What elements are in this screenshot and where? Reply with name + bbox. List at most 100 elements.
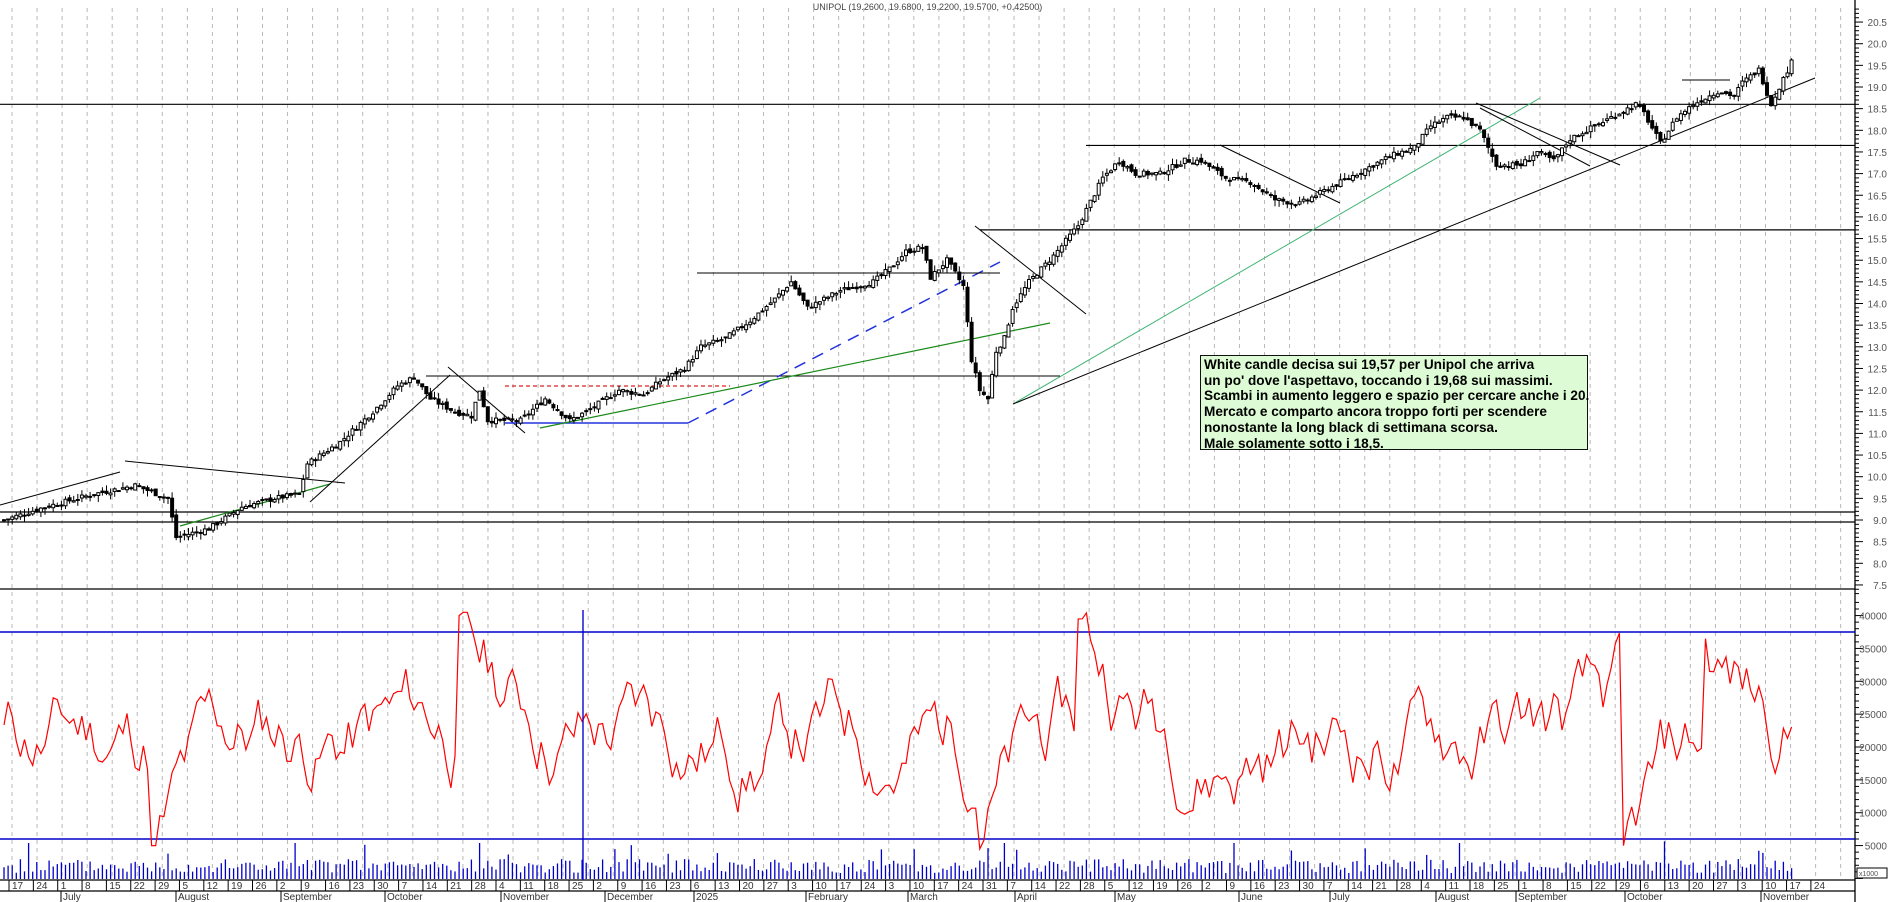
svg-text:8: 8 xyxy=(1546,881,1552,892)
annotation-line: nonostante la long black di settimana sc… xyxy=(1204,419,1498,435)
svg-text:July: July xyxy=(63,892,81,902)
svg-text:17: 17 xyxy=(1790,881,1802,892)
svg-text:8.0: 8.0 xyxy=(1873,559,1887,570)
svg-text:15: 15 xyxy=(1570,881,1582,892)
svg-text:24: 24 xyxy=(962,881,974,892)
svg-text:22: 22 xyxy=(134,881,146,892)
svg-text:2: 2 xyxy=(596,881,602,892)
svg-text:20000: 20000 xyxy=(1859,743,1887,754)
svg-text:21: 21 xyxy=(450,881,462,892)
svg-text:23: 23 xyxy=(669,881,681,892)
svg-text:October: October xyxy=(387,892,423,902)
svg-text:February: February xyxy=(808,892,848,902)
svg-text:18: 18 xyxy=(1473,881,1485,892)
svg-text:12: 12 xyxy=(207,881,219,892)
svg-text:10.0: 10.0 xyxy=(1868,473,1888,484)
svg-text:26: 26 xyxy=(256,881,268,892)
svg-text:19: 19 xyxy=(231,881,243,892)
svg-text:9: 9 xyxy=(621,881,627,892)
svg-text:14: 14 xyxy=(426,881,438,892)
annotation-line: un po' dove l'aspettavo, toccando i 19,6… xyxy=(1204,372,1553,388)
svg-text:16: 16 xyxy=(645,881,657,892)
svg-text:11: 11 xyxy=(523,881,534,892)
chart-title: UNIPOL (19.2600, 19.6800, 19.2200, 19.57… xyxy=(812,2,1043,12)
svg-text:20: 20 xyxy=(1692,881,1704,892)
svg-text:14: 14 xyxy=(1351,881,1363,892)
svg-text:6: 6 xyxy=(694,881,700,892)
annotation-box: White candle decisa sui 19,57 per Unipol… xyxy=(1200,355,1589,451)
svg-text:13: 13 xyxy=(718,881,730,892)
svg-text:20: 20 xyxy=(743,881,755,892)
svg-text:19: 19 xyxy=(1156,881,1168,892)
svg-text:7: 7 xyxy=(1327,881,1333,892)
svg-text:10: 10 xyxy=(1765,881,1777,892)
svg-text:12: 12 xyxy=(1132,881,1144,892)
svg-text:24: 24 xyxy=(864,881,876,892)
annotation-line: Male solamente sotto i 18,5. xyxy=(1204,435,1384,451)
svg-text:30000: 30000 xyxy=(1859,677,1887,688)
svg-text:35000: 35000 xyxy=(1859,644,1887,655)
svg-text:11: 11 xyxy=(1449,881,1460,892)
svg-text:29: 29 xyxy=(1619,881,1631,892)
svg-text:18.0: 18.0 xyxy=(1868,126,1888,137)
svg-text:24: 24 xyxy=(1814,881,1826,892)
svg-text:11.0: 11.0 xyxy=(1868,429,1887,440)
svg-text:25000: 25000 xyxy=(1859,710,1887,721)
svg-text:7: 7 xyxy=(402,881,408,892)
svg-text:9: 9 xyxy=(1230,881,1236,892)
svg-text:15.0: 15.0 xyxy=(1868,256,1888,267)
svg-text:3: 3 xyxy=(1741,881,1747,892)
svg-text:15.5: 15.5 xyxy=(1868,235,1888,246)
svg-text:28: 28 xyxy=(1083,881,1095,892)
svg-text:23: 23 xyxy=(353,881,365,892)
svg-text:17: 17 xyxy=(12,881,24,892)
svg-text:10000: 10000 xyxy=(1859,809,1887,820)
svg-text:21: 21 xyxy=(1376,881,1388,892)
svg-text:14: 14 xyxy=(1035,881,1047,892)
svg-text:16.0: 16.0 xyxy=(1868,213,1888,224)
svg-text:40000: 40000 xyxy=(1859,612,1887,623)
svg-text:September: September xyxy=(283,892,333,902)
svg-text:March: March xyxy=(910,892,938,902)
svg-text:October: October xyxy=(1627,892,1663,902)
svg-text:9.0: 9.0 xyxy=(1873,516,1887,527)
svg-text:1: 1 xyxy=(61,881,67,892)
svg-text:10: 10 xyxy=(816,881,828,892)
svg-text:8.5: 8.5 xyxy=(1873,538,1887,549)
svg-text:25: 25 xyxy=(572,881,584,892)
svg-text:27: 27 xyxy=(767,881,779,892)
svg-text:23: 23 xyxy=(1278,881,1290,892)
svg-text:7.5: 7.5 xyxy=(1873,581,1887,592)
svg-text:22: 22 xyxy=(1595,881,1607,892)
annotation-line: White candle decisa sui 19,57 per Unipol… xyxy=(1204,357,1535,372)
svg-text:11.5: 11.5 xyxy=(1868,408,1887,419)
svg-text:16.5: 16.5 xyxy=(1868,191,1888,202)
svg-text:2025: 2025 xyxy=(696,892,719,902)
svg-text:5000: 5000 xyxy=(1865,842,1888,853)
svg-text:November: November xyxy=(503,892,550,902)
svg-text:13.5: 13.5 xyxy=(1868,321,1888,332)
svg-text:17: 17 xyxy=(937,881,949,892)
svg-text:6: 6 xyxy=(1643,881,1649,892)
svg-text:2: 2 xyxy=(280,881,286,892)
svg-text:29: 29 xyxy=(158,881,170,892)
svg-text:20.0: 20.0 xyxy=(1868,40,1888,51)
svg-text:16: 16 xyxy=(329,881,341,892)
svg-text:14.5: 14.5 xyxy=(1868,278,1888,289)
annotation-line: Mercato e comparto ancora troppo forti p… xyxy=(1204,404,1547,420)
svg-text:17.5: 17.5 xyxy=(1868,148,1888,159)
svg-text:7: 7 xyxy=(1010,881,1016,892)
svg-text:15: 15 xyxy=(109,881,121,892)
svg-text:26: 26 xyxy=(1181,881,1193,892)
svg-text:5: 5 xyxy=(182,881,188,892)
svg-text:28: 28 xyxy=(1400,881,1412,892)
svg-text:18: 18 xyxy=(548,881,560,892)
svg-text:August: August xyxy=(178,892,209,902)
svg-text:19.0: 19.0 xyxy=(1868,83,1888,94)
svg-text:17.0: 17.0 xyxy=(1868,170,1888,181)
svg-text:27: 27 xyxy=(1717,881,1729,892)
svg-text:28: 28 xyxy=(475,881,487,892)
svg-text:25: 25 xyxy=(1497,881,1509,892)
svg-text:September: September xyxy=(1518,892,1568,902)
